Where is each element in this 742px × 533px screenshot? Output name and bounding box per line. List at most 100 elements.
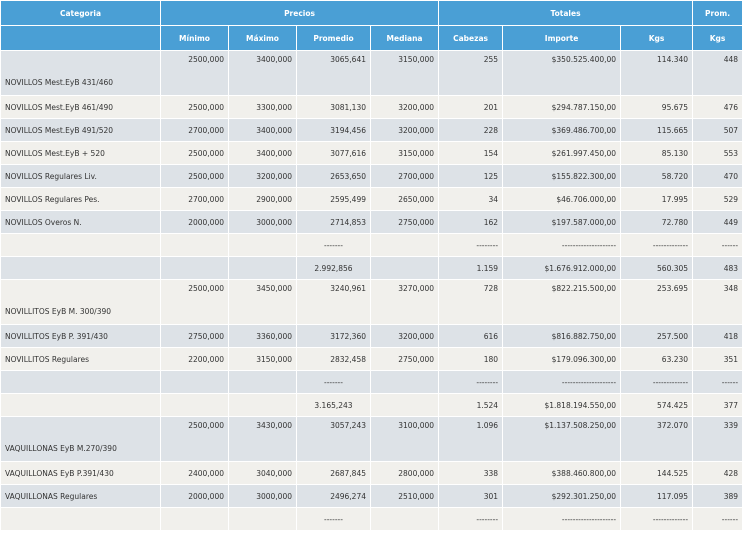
header-prom: Prom.: [692, 0, 742, 26]
cell-maximo: 3400,000: [228, 141, 297, 165]
header-kgs: Kgs: [620, 25, 694, 51]
cell-minimo: 2750,000: [160, 324, 229, 348]
cell-minimo: [160, 233, 229, 257]
table-row: NOVILLITOS EyB P. 391/430 2750,000 3360,…: [0, 324, 742, 348]
cell-minimo: 2500,000: [160, 95, 229, 119]
cell-kgs: 114.340: [620, 50, 694, 96]
cell-kgs: 117.095: [620, 484, 694, 508]
cell-kgs: 58.720: [620, 164, 694, 188]
cell-prom-kgs: ------: [692, 233, 742, 257]
cell-kgs: 257.500: [620, 324, 694, 348]
cell-categoria: [0, 256, 161, 280]
cell-promedio: 2.992,856: [296, 256, 371, 280]
cell-categoria: NOVILLOS Mest.EyB 461/490: [0, 95, 161, 119]
cell-cabezas: 301: [438, 484, 504, 508]
cell-mediana: [369, 233, 440, 257]
header-row-columns: Mínimo Máximo Promedio Mediana Cabezas I…: [0, 25, 742, 51]
cell-kgs: 253.695: [620, 279, 694, 325]
cell-cabezas: 255: [438, 50, 504, 96]
cell-kgs: 63.230: [620, 347, 694, 371]
cell-mediana: 2700,000: [369, 164, 440, 188]
cell-minimo: 2200,000: [160, 347, 229, 371]
cell-importe: $350.525.400,00: [502, 50, 622, 96]
cell-mediana: 3200,000: [369, 118, 440, 142]
cell-cabezas: 728: [438, 279, 504, 325]
table-row: VAQUILLONAS EyB P.391/430 2400,000 3040,…: [0, 461, 742, 485]
cell-cabezas: 125: [438, 164, 504, 188]
header-maximo: Máximo: [228, 25, 297, 51]
cell-maximo: 2900,000: [228, 187, 297, 211]
cell-categoria: NOVILLOS Regulares Pes.: [0, 187, 161, 211]
cell-categoria: VAQUILLONAS EyB P.391/430: [0, 461, 161, 485]
cell-maximo: 3360,000: [228, 324, 297, 348]
cell-kgs: 560.305: [620, 256, 694, 280]
cell-maximo: [228, 507, 297, 531]
cell-maximo: 3430,000: [228, 416, 297, 462]
header-mediana: Mediana: [369, 25, 440, 51]
separator-row: ------- -------- -------------------- --…: [0, 507, 742, 531]
cell-importe: --------------------: [502, 233, 622, 257]
cell-categoria: NOVILLITOS EyB M. 300/390: [0, 279, 161, 325]
cell-kgs: 17.995: [620, 187, 694, 211]
cell-categoria: VAQUILLONAS Regulares: [0, 484, 161, 508]
cell-promedio: -------: [296, 233, 371, 257]
cell-promedio: 2595,499: [296, 187, 371, 211]
cell-categoria: [0, 507, 161, 531]
cell-maximo: 3040,000: [228, 461, 297, 485]
cell-promedio: 3194,456: [296, 118, 371, 142]
table-row: NOVILLOS Regulares Pes. 2700,000 2900,00…: [0, 187, 742, 211]
cell-prom-kgs: 529: [692, 187, 742, 211]
cell-promedio: -------: [296, 370, 371, 394]
cell-maximo: 3200,000: [228, 164, 297, 188]
cell-minimo: [160, 393, 229, 417]
cell-prom-kgs: ------: [692, 370, 742, 394]
cell-promedio: 2832,458: [296, 347, 371, 371]
table-row: VAQUILLONAS Regulares 2000,000 3000,000 …: [0, 484, 742, 508]
cell-cabezas: 228: [438, 118, 504, 142]
cell-promedio: 3240,961: [296, 279, 371, 325]
cell-cabezas: --------: [438, 370, 504, 394]
cell-prom-kgs: ------: [692, 507, 742, 531]
table-row: NOVILLOS Mest.EyB 431/460 2500,000 3400,…: [0, 50, 742, 96]
cell-minimo: 2500,000: [160, 50, 229, 96]
cell-mediana: 2800,000: [369, 461, 440, 485]
cell-minimo: 2500,000: [160, 141, 229, 165]
cell-categoria: NOVILLOS Mest.EyB + 520: [0, 141, 161, 165]
cell-mediana: 3150,000: [369, 50, 440, 96]
cell-importe: $388.460.800,00: [502, 461, 622, 485]
cell-cabezas: 154: [438, 141, 504, 165]
cell-prom-kgs: 449: [692, 210, 742, 234]
cell-kgs: 574.425: [620, 393, 694, 417]
subtotal-row: 3.165,243 1.524 $1.818.194.550,00 574.42…: [0, 393, 742, 417]
cell-prom-kgs: 348: [692, 279, 742, 325]
header-promedio: Promedio: [296, 25, 371, 51]
header-row-groups: Categoria Precios Totales Prom.: [0, 0, 742, 26]
cell-minimo: [160, 256, 229, 280]
cell-categoria: NOVILLOS Mest.EyB 491/520: [0, 118, 161, 142]
header-importe: Importe: [502, 25, 622, 51]
cell-promedio: 3057,243: [296, 416, 371, 462]
cell-maximo: [228, 370, 297, 394]
cell-mediana: [369, 256, 440, 280]
cell-cabezas: 338: [438, 461, 504, 485]
table-row: NOVILLITOS Regulares 2200,000 3150,000 2…: [0, 347, 742, 371]
cell-promedio: 2496,274: [296, 484, 371, 508]
cell-importe: $1.676.912.000,00: [502, 256, 622, 280]
cell-mediana: 3200,000: [369, 324, 440, 348]
cell-minimo: 2500,000: [160, 279, 229, 325]
cell-mediana: 2750,000: [369, 210, 440, 234]
cell-categoria: NOVILLITOS EyB P. 391/430: [0, 324, 161, 348]
table-row: NOVILLOS Mest.EyB 491/520 2700,000 3400,…: [0, 118, 742, 142]
table-row: NOVILLOS Mest.EyB 461/490 2500,000 3300,…: [0, 95, 742, 119]
cell-kgs: 115.665: [620, 118, 694, 142]
cell-mediana: [369, 393, 440, 417]
table-row: NOVILLOS Overos N. 2000,000 3000,000 271…: [0, 210, 742, 234]
cell-mediana: 3270,000: [369, 279, 440, 325]
cell-importe: $822.215.500,00: [502, 279, 622, 325]
cell-promedio: 3065,641: [296, 50, 371, 96]
cell-mediana: 2750,000: [369, 347, 440, 371]
cell-prom-kgs: 351: [692, 347, 742, 371]
cell-cabezas: 201: [438, 95, 504, 119]
cell-mediana: [369, 370, 440, 394]
